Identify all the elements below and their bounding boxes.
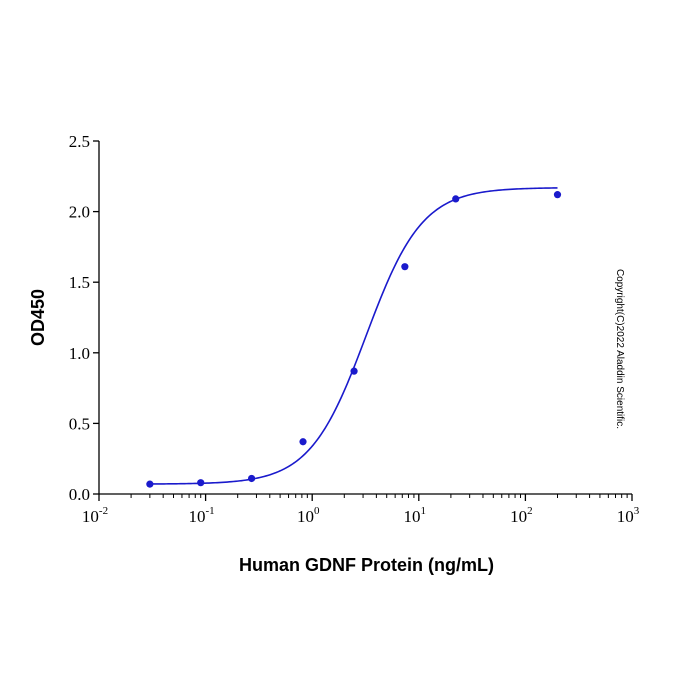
- x-tick-label: 100: [297, 505, 320, 526]
- x-tick-base: 10: [510, 507, 527, 526]
- y-tick-label: 1.5: [69, 273, 90, 292]
- fit-curve: [149, 187, 558, 485]
- x-tick-label: 102: [510, 505, 533, 526]
- x-tick-exponent: -2: [99, 505, 108, 517]
- x-tick-exponent: 2: [527, 505, 533, 517]
- x-tick-exponent: 0: [314, 505, 320, 517]
- x-tick-label: 10-2: [82, 505, 108, 526]
- y-tick-label: 0.5: [69, 414, 90, 433]
- data-point: [247, 474, 256, 483]
- x-tick-base: 10: [404, 507, 421, 526]
- y-tick-label: 0.0: [69, 485, 90, 504]
- y-tick-label: 1.0: [69, 344, 90, 363]
- x-tick-base: 10: [617, 507, 634, 526]
- x-tick-exponent: 1: [421, 505, 427, 517]
- data-point: [350, 367, 358, 375]
- x-tick-base: 10: [189, 507, 206, 526]
- x-ticks: 10-2 10-1 100 101 102 103: [82, 494, 640, 526]
- data-points: [146, 191, 562, 488]
- y-axis-title: OD450: [28, 289, 48, 346]
- data-point: [299, 438, 307, 446]
- x-tick-label: 101: [404, 505, 427, 526]
- x-tick-label: 10-1: [189, 505, 215, 526]
- x-tick-exponent: -1: [206, 505, 215, 517]
- data-point: [401, 263, 409, 271]
- x-tick-label: 103: [617, 505, 640, 526]
- y-tick-label: 2.5: [69, 132, 90, 151]
- axes: [98, 141, 632, 495]
- data-point: [452, 195, 460, 203]
- y-ticks: 0.0 0.5 1.0 1.5 2.0 2.5: [69, 132, 99, 504]
- x-tick-base: 10: [297, 507, 314, 526]
- data-point: [146, 480, 154, 488]
- data-point: [197, 479, 205, 487]
- data-point: [553, 191, 562, 199]
- x-tick-base: 10: [82, 507, 99, 526]
- x-tick-exponent: 3: [634, 505, 640, 517]
- copyright-watermark: Copyright(C)2022 Aladdin Scientific.: [614, 269, 625, 429]
- x-axis-title: Human GDNF Protein (ng/mL): [239, 555, 494, 575]
- y-tick-label: 2.0: [69, 203, 90, 222]
